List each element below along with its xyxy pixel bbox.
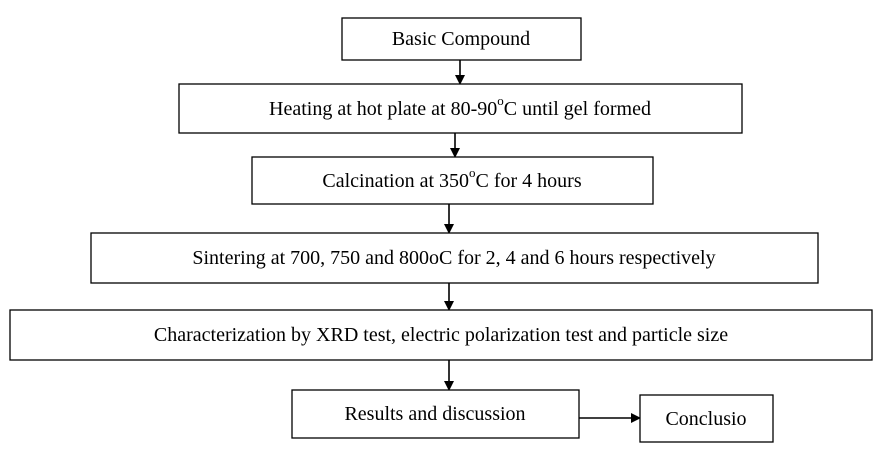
- label-part: Basic Compound: [392, 28, 530, 50]
- label-part: Calcination at 350: [322, 170, 469, 192]
- node-box: [251, 156, 654, 205]
- node-box: [291, 389, 580, 439]
- node-box: [9, 309, 873, 361]
- node-label: Sintering at 700, 750 and 800oC for 2, 4…: [192, 247, 715, 269]
- label-part: C for 4 hours: [476, 170, 582, 192]
- label-part: o: [497, 93, 504, 108]
- label-part: Characterization by XRD test, electric p…: [154, 324, 728, 346]
- node-label: Characterization by XRD test, electric p…: [154, 324, 728, 346]
- node-label: Basic Compound: [392, 28, 530, 50]
- label-part: Results and discussion: [344, 403, 525, 425]
- node-box: [90, 232, 819, 284]
- node-label: Results and discussion: [344, 403, 525, 425]
- node-box: [639, 394, 774, 443]
- label-part: Heating at hot plate at 80-90: [269, 98, 497, 120]
- node-label: Heating at hot plate at 80-90oC until ge…: [269, 93, 651, 120]
- label-part: o: [469, 165, 476, 180]
- node-label: Calcination at 350oC for 4 hours: [322, 165, 581, 192]
- node-box: [178, 83, 743, 134]
- label-part: C until gel formed: [504, 98, 651, 120]
- label-part: Sintering at 700, 750 and 800oC for 2, 4…: [192, 247, 715, 269]
- node-box: [341, 17, 582, 61]
- node-label: Conclusio: [665, 408, 746, 430]
- label-part: Conclusio: [665, 408, 746, 430]
